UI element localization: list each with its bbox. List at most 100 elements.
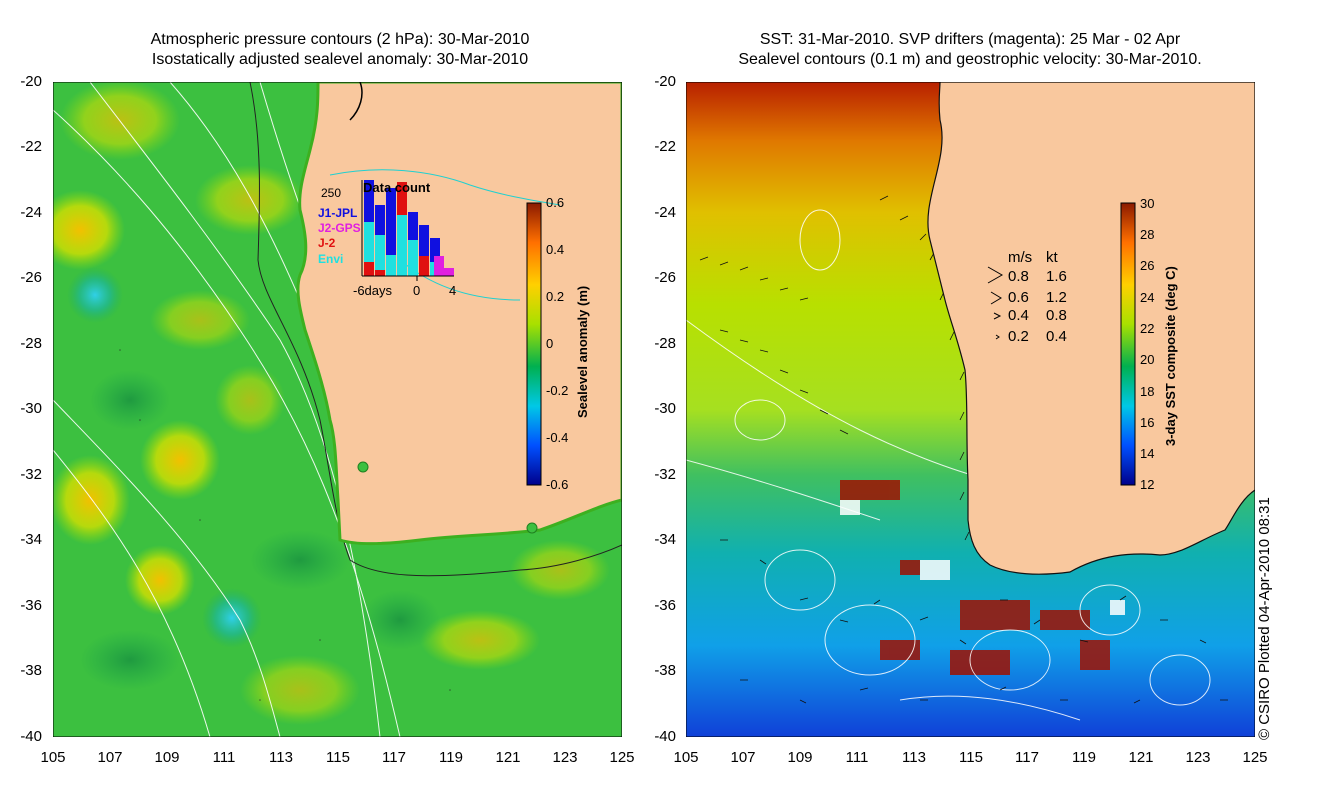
lat-tick: -36 [654,597,676,614]
lon-tick: 119 [1072,749,1096,766]
lon-tick: 109 [787,749,813,766]
shelf-contour-line [249,82,622,577]
velocity-legend-kt: 1.6 [1046,268,1067,285]
australia-landmass-right [927,82,1255,575]
velocity-legend-arrows [987,266,1004,340]
inset-max-label: 250 [321,186,342,200]
lat-tick: -40 [20,728,42,745]
colorbar-tick: -0.4 [546,430,569,445]
inset-mission-envi: Envi [318,252,344,266]
lon-tick: 111 [845,749,869,766]
velocity-legend-ms: 0.8 [1008,268,1029,285]
lat-tick: -38 [20,662,42,679]
right-colorbar [1120,202,1136,486]
australia-landmass [296,82,622,546]
lon-tick: 115 [959,749,983,766]
lon-tick: 115 [326,749,350,766]
lon-tick: 113 [269,749,293,766]
inset-xlabel-end: 4 [449,283,457,298]
pressure-contours [53,82,401,737]
lon-tick: 107 [730,749,756,766]
sealevel-anomaly-blobs [53,82,610,725]
data-count-inset [361,180,454,281]
colorbar-tick: 28 [1140,227,1155,242]
inset-mission-j1jpl: J1-JPL [318,206,358,220]
inset-xlabel-start: -6days [353,283,393,298]
right-colorbar-label: 3-day SST composite (deg C) [1163,266,1178,446]
left-colorbar [526,202,542,486]
colorbar-tick: 30 [1140,196,1155,211]
colorbar-tick: 18 [1140,384,1155,399]
colorbar-tick: 20 [1140,352,1155,367]
left-title-line1: Atmospheric pressure contours (2 hPa): 3… [150,31,530,48]
lat-tick: -34 [654,531,676,548]
lon-tick: 119 [439,749,463,766]
lon-tick: 105 [40,749,66,766]
colorbar-tick: 24 [1140,290,1155,305]
lon-tick: 107 [97,749,123,766]
lat-tick: -38 [654,662,676,679]
lon-tick: 123 [1185,749,1211,766]
velocity-legend-kt: 0.4 [1046,328,1067,345]
lat-tick: -26 [20,269,42,286]
sealevel-contours [686,209,1211,721]
csiro-credit: © CSIRO Plotted 04-Apr-2010 08:31 [1256,497,1273,740]
colorbar-tick: 16 [1140,415,1155,430]
lat-tick: -30 [654,400,676,417]
lon-tick: 123 [552,749,578,766]
lat-tick: -24 [20,204,42,221]
lon-tick: 109 [154,749,180,766]
inset-mission-j2gps: J2-GPS [318,221,361,235]
right-map-title: SST: 31-Mar-2010. SVP drifters (magenta)… [680,30,1260,70]
velocity-legend-kt: 1.2 [1046,289,1067,306]
lat-tick: -22 [654,138,676,155]
colorbar-tick: -0.6 [546,477,569,492]
lat-tick: -32 [20,466,42,483]
island-marker [526,522,538,534]
colorbar-tick: 0 [546,336,554,351]
inset-title: Data count [363,180,431,195]
velocity-legend-ms: 0.4 [1008,307,1029,324]
lon-tick: 111 [212,749,236,766]
velocity-legend-kt: 0.8 [1046,307,1067,324]
lon-tick: 121 [495,749,521,766]
colorbar-tick: 22 [1140,321,1155,336]
right-title-line1: SST: 31-Mar-2010. SVP drifters (magenta)… [759,31,1181,48]
lat-tick: -20 [654,73,676,90]
velocity-arrows [699,195,1228,704]
lat-tick: -28 [654,335,676,352]
lon-tick: 113 [902,749,926,766]
lat-tick: -34 [20,531,42,548]
lat-tick: -26 [654,269,676,286]
left-title-line2: Isostatically adjusted sealevel anomaly:… [151,51,529,68]
colorbar-tick: -0.2 [546,383,569,398]
lon-tick: 117 [1015,749,1039,766]
lat-tick: -28 [20,335,42,352]
velocity-legend-header-kt: kt [1046,249,1058,266]
lat-tick: -32 [654,466,676,483]
ocean-stipple [119,349,451,701]
colorbar-tick: 0.2 [546,289,565,304]
velocity-legend-ms: 0.6 [1008,289,1029,306]
lat-tick: -36 [20,597,42,614]
right-map-area [686,82,1255,737]
inset-mission-j2: J-2 [318,236,336,250]
left-map-title: Atmospheric pressure contours (2 hPa): 3… [60,30,620,70]
lat-tick: -20 [20,73,42,90]
island-marker [357,461,369,473]
colorbar-tick: 0.4 [546,242,565,257]
lon-tick: 121 [1128,749,1154,766]
lon-tick: 125 [1242,749,1268,766]
velocity-legend-ms: 0.2 [1008,328,1029,345]
colorbar-tick: 12 [1140,477,1155,492]
right-title-line2: Sealevel contours (0.1 m) and geostrophi… [738,51,1202,68]
lon-tick: 105 [673,749,699,766]
lat-tick: -22 [20,138,42,155]
colorbar-tick: 0.6 [546,195,565,210]
colorbar-tick: 14 [1140,446,1155,461]
lat-tick: -24 [654,204,676,221]
left-colorbar-label: Sealevel anomaly (m) [575,285,590,418]
colorbar-tick: 26 [1140,258,1155,273]
inset-xlabel-zero: 0 [413,283,421,298]
